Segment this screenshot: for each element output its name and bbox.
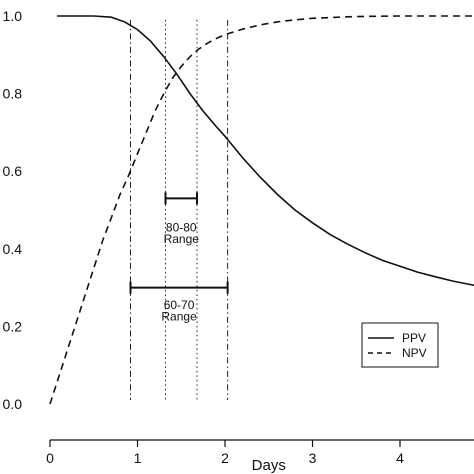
series-lines [49,15,474,405]
legend-box [361,322,439,368]
legend-label-ppv: PPV [402,331,426,345]
legend-label-npv: NPV [402,346,427,360]
y-tick-label: 0.0 [3,396,23,412]
range-label: 60-70 [164,298,195,312]
y-tick-label: 0.6 [3,163,23,179]
reference-lines [130,19,229,401]
range-label: Range [164,232,200,246]
x-tick-label: 4 [396,450,404,466]
series-line-npv [49,15,474,405]
x-tick-label: 3 [309,450,317,466]
series-line-ppv [57,15,474,287]
y-tick-label: 0.4 [3,241,23,257]
legend: PPV NPV [361,322,439,368]
y-tick-label: 0.2 [3,318,23,334]
x-axis-title: Days [252,457,286,474]
y-ticks: 0.0 0.2 0.4 0.6 0.8 1.0 [3,8,23,412]
range-label: Range [161,310,197,324]
x-tick-label: 0 [46,450,54,466]
axes: 0 1 2 3 4 0.0 0.2 0.4 0.6 0.8 1.0 Days [3,8,474,474]
y-tick-label: 0.8 [3,86,23,102]
range-label: 80-80 [166,220,197,234]
x-ticks: 0 1 2 3 4 [46,440,404,466]
x-tick-label: 1 [134,450,142,466]
y-tick-label: 1.0 [3,8,23,24]
x-tick-label: 2 [221,450,229,466]
